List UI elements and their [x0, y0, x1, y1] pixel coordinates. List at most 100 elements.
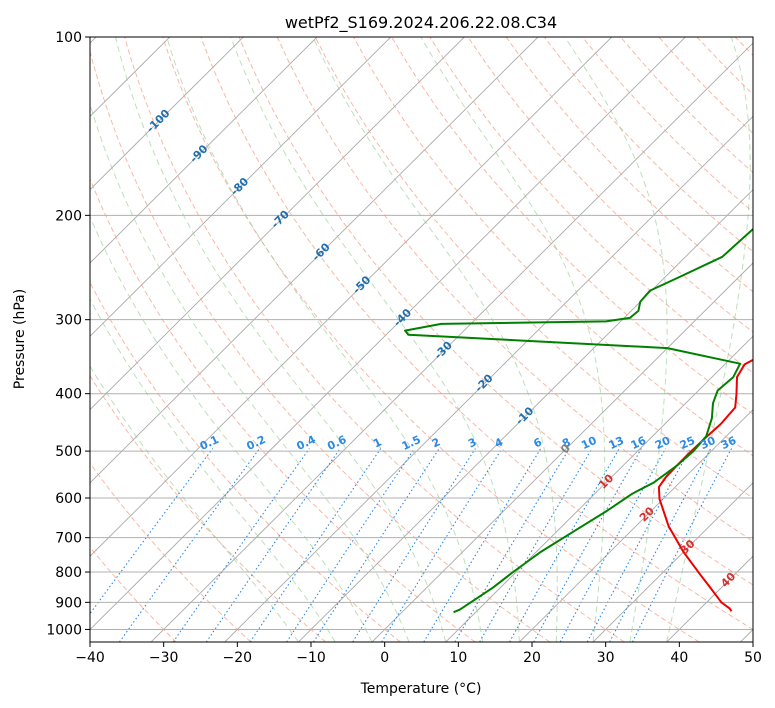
moist-adiabat-line — [312, 37, 558, 642]
mixing-ratio-label: 16 — [629, 434, 649, 452]
isotherm-label: -10 — [513, 404, 536, 427]
dry-adiabat-line — [353, 37, 753, 457]
isotherm-label: -80 — [228, 175, 251, 198]
mixing-ratio-line — [205, 448, 341, 642]
moist-adiabat-line — [90, 297, 336, 642]
moist-adiabat-line — [564, 37, 668, 642]
mixing-ratio-label: 20 — [653, 434, 673, 452]
isotherm-label: -60 — [310, 240, 333, 263]
mixing-ratio-label: 30 — [698, 434, 718, 452]
dry-adiabat-line — [543, 37, 753, 253]
isotherm-label: -40 — [391, 306, 414, 329]
x-tick-label: 30 — [597, 650, 615, 666]
mixing-ratio-line — [172, 448, 310, 642]
dry-adiabat-line — [505, 37, 753, 293]
isotherm-label: -20 — [472, 371, 495, 394]
y-axis-ticks: 1000 900 800 700 600 500 400 300 200 100 — [46, 30, 90, 638]
x-tick-label: 20 — [523, 650, 541, 666]
mixing-ratio-line — [286, 448, 415, 642]
x-tick-label: −30 — [149, 650, 179, 666]
isotherm-line — [518, 408, 753, 642]
dry-adiabat-line — [391, 37, 753, 415]
mixing-ratio-line — [609, 448, 712, 642]
mixing-ratio-line — [454, 448, 570, 642]
mixing-ratio-label: 0.1 — [198, 433, 221, 453]
isotherm-label: -90 — [187, 142, 210, 165]
isotherm-line — [90, 37, 392, 337]
isotherm-line — [297, 189, 753, 642]
isotherm-label: 30 — [678, 537, 698, 557]
dry-adiabat-line — [467, 37, 753, 333]
mixing-ratio-line — [586, 448, 691, 642]
y-tick-label: 900 — [55, 595, 82, 611]
isotherm-line — [371, 262, 753, 642]
y-tick-label: 400 — [55, 387, 82, 403]
isotherm-line — [445, 335, 753, 642]
x-tick-label: −20 — [223, 650, 253, 666]
mixing-ratio-line — [381, 448, 503, 642]
isotherm-line — [90, 37, 687, 631]
moist-adiabat-line — [666, 37, 751, 642]
y-tick-label: 700 — [55, 531, 82, 547]
dry-adiabat-line — [90, 462, 252, 642]
isotherm-line — [224, 115, 753, 642]
isotherm-line — [90, 37, 466, 411]
x-tick-label: 50 — [744, 650, 762, 666]
dry-adiabat-line — [162, 37, 700, 642]
sounding-series — [404, 227, 753, 614]
mixing-ratio-label: 13 — [607, 434, 626, 452]
mixing-ratio-label: 10 — [579, 434, 599, 452]
moist-adiabat-line — [114, 37, 447, 642]
mixing-ratio-label: 36 — [719, 434, 739, 452]
x-axis-label: Temperature (°C) — [360, 681, 482, 697]
y-tick-label: 1000 — [46, 622, 82, 638]
y-tick-label: 600 — [55, 491, 82, 507]
mixing-ratio-label: 0.4 — [295, 433, 318, 453]
dry-adiabat-line — [696, 37, 753, 95]
dry-adiabat-line — [200, 37, 753, 630]
x-tick-label: −40 — [75, 650, 105, 666]
dewpoint-trace — [404, 227, 753, 614]
chart-title: wetPf2_S169.2024.206.22.08.C34 — [285, 13, 557, 33]
temperature-trace — [657, 358, 753, 612]
line-labels: 0.1 0.2 0.4 0.6 1 1.5 2 3 4 6 8 10 13 16 20 25 30 36-100-… — [144, 106, 739, 589]
moist-adiabat-line — [90, 102, 410, 642]
background-lines — [90, 37, 753, 642]
dry-adiabat-line — [90, 177, 476, 642]
mixing-ratio-label: 0.6 — [325, 433, 348, 453]
isotherm-label: -70 — [269, 207, 292, 230]
dry-adiabat-line — [124, 37, 625, 642]
y-tick-label: 200 — [55, 208, 82, 224]
isotherm-line — [90, 37, 613, 557]
dry-adiabat-line — [620, 37, 753, 174]
mixing-ratio-label: 25 — [678, 434, 697, 452]
y-tick-label: 500 — [55, 444, 82, 460]
dry-adiabat-line — [276, 37, 753, 542]
x-tick-label: 40 — [670, 650, 688, 666]
isotherm-label: -30 — [432, 339, 455, 362]
y-axis-label: Pressure (hPa) — [12, 289, 28, 389]
isotherm-line — [90, 37, 318, 264]
mixing-ratio-line — [249, 448, 382, 642]
mixing-ratio-line — [313, 448, 440, 642]
isotherm-label: 20 — [637, 504, 657, 524]
dry-adiabat-line — [582, 37, 753, 213]
x-tick-label: 0 — [380, 650, 389, 666]
dry-adiabat-line — [90, 546, 177, 642]
isotherm-line — [150, 42, 753, 642]
isotherm-label: -50 — [350, 273, 373, 296]
moist-adiabat-line — [420, 37, 606, 642]
moist-adiabat-line — [90, 365, 299, 642]
mixing-ratio-line — [352, 448, 476, 642]
moist-adiabat-line — [230, 37, 520, 642]
isotherm-line — [90, 37, 539, 484]
mixing-ratio-label: 1 — [371, 435, 383, 450]
mixing-ratio-line — [90, 448, 214, 615]
mixing-ratio-line — [423, 448, 542, 642]
y-tick-label: 100 — [55, 30, 82, 46]
dry-adiabat-line — [314, 37, 753, 499]
y-tick-label: 300 — [55, 313, 82, 329]
dry-adiabat-line — [90, 49, 550, 642]
plot-frame — [89, 36, 754, 643]
